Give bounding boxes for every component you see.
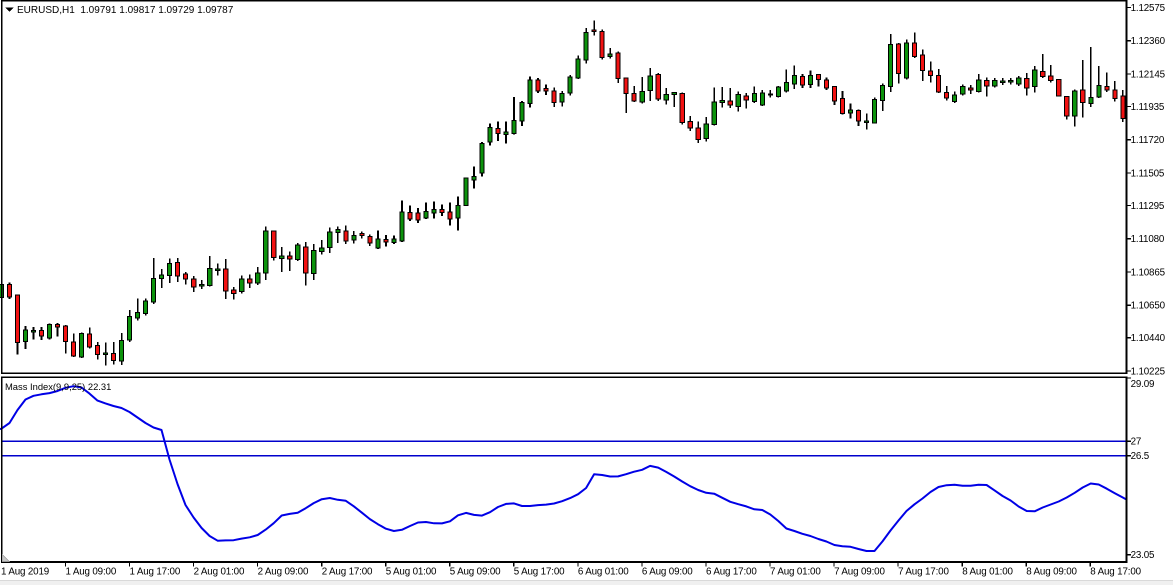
svg-text:1.10650: 1.10650 — [1131, 301, 1166, 312]
svg-text:1.11080: 1.11080 — [1131, 234, 1165, 245]
svg-text:26.5: 26.5 — [1131, 451, 1150, 462]
svg-text:5 Aug 09:00: 5 Aug 09:00 — [450, 567, 501, 578]
svg-text:6 Aug 01:00: 6 Aug 01:00 — [578, 567, 629, 578]
svg-text:1.10865: 1.10865 — [1131, 267, 1166, 278]
svg-text:23.05: 23.05 — [1131, 550, 1155, 561]
svg-text:8 Aug 17:00: 8 Aug 17:00 — [1090, 567, 1141, 578]
svg-text:7 Aug 17:00: 7 Aug 17:00 — [898, 567, 949, 578]
svg-text:1.10225: 1.10225 — [1131, 366, 1166, 377]
svg-text:2 Aug 01:00: 2 Aug 01:00 — [194, 567, 245, 578]
svg-text:1 Aug 17:00: 1 Aug 17:00 — [130, 567, 181, 578]
svg-text:7 Aug 09:00: 7 Aug 09:00 — [834, 567, 885, 578]
svg-text:1.12360: 1.12360 — [1131, 36, 1166, 47]
svg-text:2 Aug 17:00: 2 Aug 17:00 — [322, 567, 373, 578]
svg-text:2 Aug 09:00: 2 Aug 09:00 — [258, 567, 309, 578]
svg-text:1.11505: 1.11505 — [1131, 168, 1165, 179]
svg-text:6 Aug 09:00: 6 Aug 09:00 — [642, 567, 693, 578]
svg-text:1.11720: 1.11720 — [1131, 135, 1165, 146]
svg-text:6 Aug 17:00: 6 Aug 17:00 — [706, 567, 757, 578]
svg-text:5 Aug 01:00: 5 Aug 01:00 — [386, 567, 437, 578]
svg-text:8 Aug 09:00: 8 Aug 09:00 — [1026, 567, 1077, 578]
svg-text:1.12145: 1.12145 — [1131, 69, 1166, 80]
svg-text:8 Aug 01:00: 8 Aug 01:00 — [962, 567, 1013, 578]
svg-text:27: 27 — [1131, 437, 1142, 448]
svg-text:1.11935: 1.11935 — [1131, 102, 1165, 113]
svg-text:1.10440: 1.10440 — [1131, 333, 1166, 344]
svg-text:EURUSD,H1 1.09791 1.09817 1.0: EURUSD,H1 1.09791 1.09817 1.09729 1.0978… — [17, 5, 234, 16]
svg-text:29.09: 29.09 — [1131, 379, 1155, 390]
svg-text:Mass Index(9,9,25) 22.31: Mass Index(9,9,25) 22.31 — [5, 381, 111, 392]
svg-text:1 Aug 2019: 1 Aug 2019 — [1, 567, 49, 578]
svg-text:1.11295: 1.11295 — [1131, 201, 1165, 212]
svg-text:7 Aug 01:00: 7 Aug 01:00 — [770, 567, 821, 578]
svg-text:1 Aug 09:00: 1 Aug 09:00 — [66, 567, 117, 578]
svg-text:5 Aug 17:00: 5 Aug 17:00 — [514, 567, 565, 578]
svg-text:1.12575: 1.12575 — [1131, 3, 1166, 14]
